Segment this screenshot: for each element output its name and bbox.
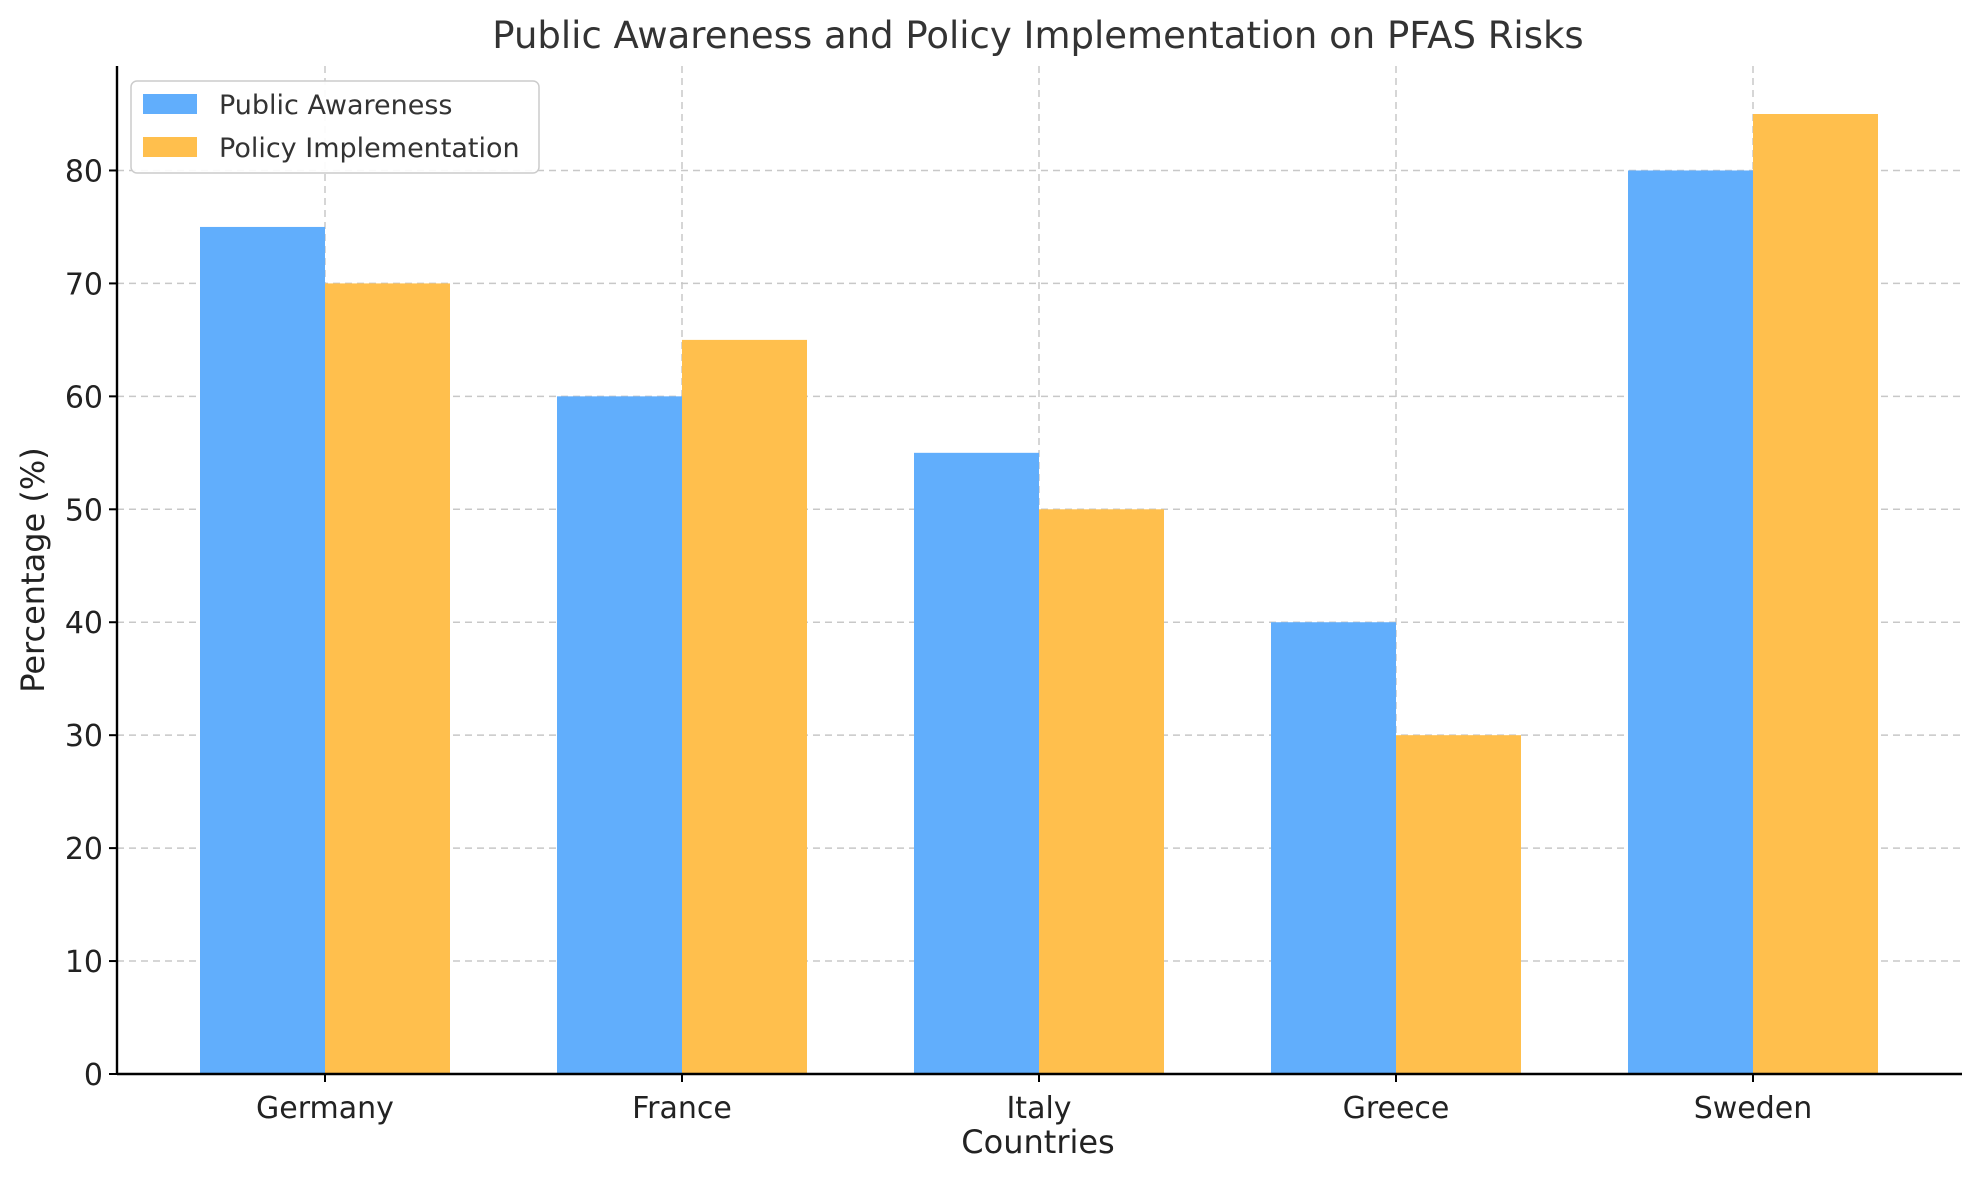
bar-public-awareness-sweden xyxy=(1628,170,1753,1074)
x-tick-label-sweden: Sweden xyxy=(1694,1091,1813,1126)
y-tick-label-0: 0 xyxy=(84,1058,103,1093)
y-tick-label-50: 50 xyxy=(65,493,103,528)
bar-policy-implementation-sweden xyxy=(1753,114,1878,1074)
bar-public-awareness-italy xyxy=(914,452,1039,1075)
bar-policy-implementation-france xyxy=(682,339,807,1075)
y-tick-label-80: 80 xyxy=(65,154,103,189)
bar-policy-implementation-greece xyxy=(1396,735,1521,1074)
legend-swatch-public-awareness xyxy=(143,94,197,114)
bar-public-awareness-germany xyxy=(200,226,325,1075)
y-tick-label-20: 20 xyxy=(65,832,103,867)
x-axis-label: Countries xyxy=(961,1123,1114,1161)
bar-policy-implementation-germany xyxy=(325,283,450,1075)
x-tick-label-france: France xyxy=(632,1091,732,1126)
x-tick-label-greece: Greece xyxy=(1343,1091,1450,1126)
y-tick-label-30: 30 xyxy=(65,719,103,754)
legend: Public Awareness Policy Implementation xyxy=(130,80,540,174)
bar-public-awareness-france xyxy=(557,396,682,1075)
legend-label-public-awareness: Public Awareness xyxy=(219,90,452,121)
bar-policy-implementation-italy xyxy=(1039,509,1164,1074)
ticks: 0 10 20 30 40 50 60 70 80 Germany France Italy Greec… xyxy=(65,154,1812,1126)
legend-swatch-policy-implementation xyxy=(143,137,197,157)
legend-box xyxy=(130,80,540,174)
x-tick-label-italy: Italy xyxy=(1006,1091,1071,1126)
bar-public-awareness-greece xyxy=(1271,622,1396,1074)
y-tick-label-60: 60 xyxy=(65,380,103,415)
y-axis-label: Percentage (%) xyxy=(14,447,52,693)
bars xyxy=(200,114,1878,1075)
y-tick-label-10: 10 xyxy=(65,945,103,980)
y-tick-label-70: 70 xyxy=(65,267,103,302)
legend-label-policy-implementation: Policy Implementation xyxy=(219,133,520,164)
x-tick-label-germany: Germany xyxy=(256,1091,394,1126)
y-tick-label-40: 40 xyxy=(65,606,103,641)
chart-title: Public Awareness and Policy Implementati… xyxy=(492,14,1583,57)
